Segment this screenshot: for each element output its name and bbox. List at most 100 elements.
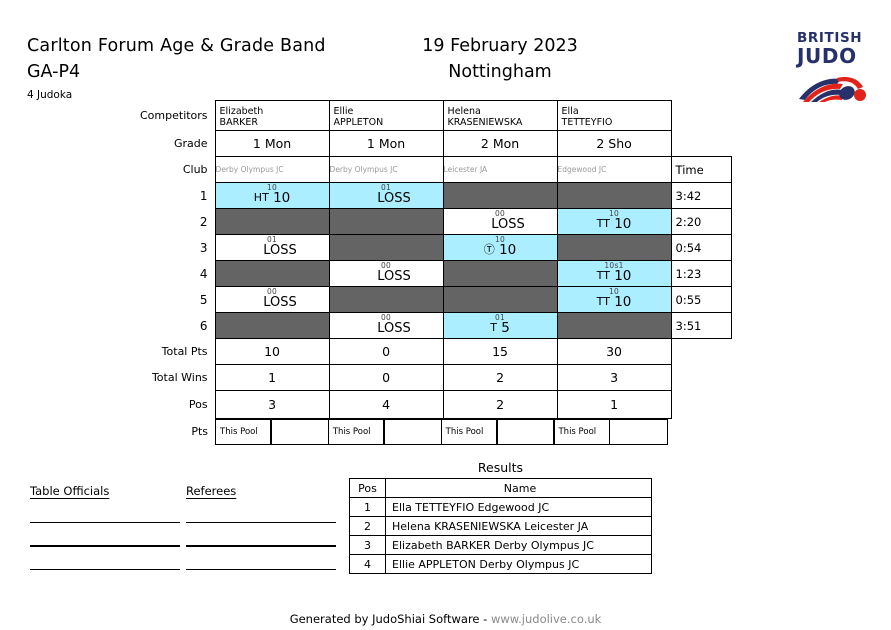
- match-cell[interactable]: 10 TT 10: [556, 286, 672, 313]
- match-row: 5 00 LOSS 10 TT 10 0:55: [140, 286, 732, 313]
- results-name: Ella TETTEYFIO Edgewood JC: [385, 497, 652, 517]
- match-cell-blocked: [556, 182, 672, 209]
- technique-glyph: TT: [596, 269, 610, 282]
- competitor-last-name: TETTEYFIO: [561, 117, 613, 128]
- match-time: 2:20: [670, 208, 732, 235]
- match-time: 0:54: [670, 234, 732, 261]
- match-cell-blocked: [328, 234, 444, 261]
- row-label-grade: Grade: [174, 137, 208, 150]
- time-column-header: Time: [670, 156, 732, 183]
- signature-line[interactable]: [186, 545, 336, 547]
- pts-value-input[interactable]: [496, 419, 556, 445]
- competitor-first-name: Ella: [561, 106, 579, 117]
- match-cell-blocked: [556, 234, 672, 261]
- results-position: 3: [349, 535, 386, 555]
- match-cell[interactable]: 00 LOSS: [442, 208, 558, 235]
- total-pts-cell-1: 10: [214, 338, 330, 365]
- match-cell[interactable]: 10 TT 10: [556, 208, 672, 235]
- match-row: 4 00 LOSS 10s1 TT 10 1:23: [140, 260, 732, 287]
- pool-grid: Competitors Elizabeth BARKER Ellie APPLE…: [140, 100, 732, 445]
- match-cell-score-code: 00: [380, 261, 392, 270]
- competitor-first-name: Ellie: [333, 106, 354, 117]
- match-cell-score-code: 00: [494, 209, 506, 218]
- spacer: [671, 391, 731, 419]
- match-cell[interactable]: 01 LOSS: [328, 182, 444, 209]
- row-label-total-pts: Total Pts: [161, 345, 208, 358]
- match-cell[interactable]: 01 LOSS: [214, 234, 330, 261]
- results-name: Elizabeth BARKER Derby Olympus JC: [385, 535, 652, 555]
- match-cell[interactable]: 10 Ⓣ 10: [442, 234, 558, 261]
- spacer: [671, 131, 731, 157]
- match-time: 3:42: [670, 182, 732, 209]
- event-venue: Nottingham: [448, 62, 552, 82]
- match-cell[interactable]: 01 T 5: [442, 312, 558, 339]
- table-officials-column: Table Officials: [30, 484, 180, 571]
- pts-value-input[interactable]: [383, 419, 443, 445]
- row-label-competitors: Competitors: [140, 109, 208, 122]
- match-cell-blocked: [442, 260, 558, 287]
- results-name: Ellie APPLETON Derby Olympus JC: [385, 554, 652, 574]
- match-cell[interactable]: 00 LOSS: [328, 260, 444, 287]
- technique-glyph: HT: [253, 191, 269, 204]
- signature-line[interactable]: [30, 522, 180, 524]
- match-cell[interactable]: 00 LOSS: [214, 286, 330, 313]
- pos-cell-3: 2: [442, 390, 558, 419]
- pos-cell-2: 4: [328, 390, 444, 419]
- match-cell-loss: LOSS: [491, 217, 525, 232]
- total-wins-cell-3: 2: [442, 364, 558, 391]
- competitor-last-name: BARKER: [219, 117, 258, 128]
- pts-value-input[interactable]: [608, 419, 668, 445]
- page-header: Carlton Forum Age & Grade Band GA-P4 4 J…: [0, 0, 891, 105]
- competitor-cell-4[interactable]: Ella TETTEYFIO: [556, 100, 672, 131]
- row-label-club: Club: [182, 163, 208, 176]
- match-cell-score-code: 10: [608, 209, 620, 218]
- match-cell-loss: LOSS: [263, 295, 297, 310]
- spacer: [671, 419, 731, 446]
- footer-url[interactable]: www.judolive.co.uk: [490, 612, 602, 626]
- results-section: Results Pos Name 1 Ella TETTEYFIO Edgewoo…: [349, 460, 652, 574]
- competitor-cell-1[interactable]: Elizabeth BARKER: [214, 100, 330, 131]
- match-cell[interactable]: 00 LOSS: [328, 312, 444, 339]
- match-rows: 1 10 HT 10 01 LOSS 3:42 2 00 LOSS 10 TT 10 2:20 3 01 L…: [140, 182, 732, 339]
- signature-line[interactable]: [30, 545, 180, 547]
- pts-this-pool-label: This Pool: [440, 419, 498, 445]
- title-block: Carlton Forum Age & Grade Band GA-P4 4 J…: [27, 33, 326, 103]
- signature-line[interactable]: [186, 568, 336, 571]
- event-subtitle: GA-P4: [27, 62, 81, 82]
- pts-this-pool-label: This Pool: [215, 419, 273, 445]
- match-cell-blocked: [442, 286, 558, 313]
- competitor-cell-3[interactable]: Helena KRASENIEWSKA: [442, 100, 558, 131]
- match-cell-win-score: Ⓣ 10: [483, 242, 517, 258]
- judoka-count: 4 Judoka: [27, 89, 73, 101]
- competitor-cell-2[interactable]: Ellie APPLETON: [328, 100, 444, 131]
- pts-row: Pts This Pool This Pool This Pool This Pool: [140, 419, 731, 446]
- total-wins-cell-1: 1: [214, 364, 330, 391]
- match-cell-blocked: [214, 208, 330, 235]
- pts-value-input[interactable]: [270, 419, 330, 445]
- match-number: 4: [199, 266, 208, 281]
- pts-cells: This Pool This Pool This Pool This Pool: [215, 419, 671, 445]
- competitor-first-name: Helena: [447, 106, 481, 117]
- match-cell-loss: LOSS: [377, 321, 411, 336]
- signature-line[interactable]: [30, 568, 180, 571]
- match-row: 3 01 LOSS 10 Ⓣ 10 0:54: [140, 234, 732, 261]
- match-cell-win-score: T 5: [490, 320, 510, 336]
- club-cell-1: Derby Olympus JC: [214, 156, 330, 183]
- match-cell-loss: LOSS: [263, 243, 297, 258]
- grade-row: Grade 1 Mon 1 Mon 2 Mon 2 Sho: [140, 130, 731, 157]
- match-cell[interactable]: 10s1 TT 10: [556, 260, 672, 287]
- grade-cell-1: 1 Mon: [214, 130, 330, 157]
- spacer: [671, 365, 731, 391]
- match-number: 6: [199, 318, 208, 333]
- match-number: 2: [199, 214, 208, 229]
- results-name: Helena KRASENIEWSKA Leicester JA: [385, 516, 652, 536]
- signature-line[interactable]: [186, 522, 336, 524]
- logo-text: BRITISH JUDO: [797, 31, 873, 67]
- match-cell-win-score: TT 10: [596, 268, 632, 284]
- spacer: [671, 101, 731, 131]
- results-body: 1 Ella TETTEYFIO Edgewood JC 2 Helena KRASE…: [349, 497, 652, 574]
- pts-this-pool-label: This Pool: [327, 419, 385, 445]
- match-cell-win-score: TT 10: [596, 216, 632, 232]
- total-wins-cell-4: 3: [556, 364, 672, 391]
- match-cell[interactable]: 10 HT 10: [214, 182, 330, 209]
